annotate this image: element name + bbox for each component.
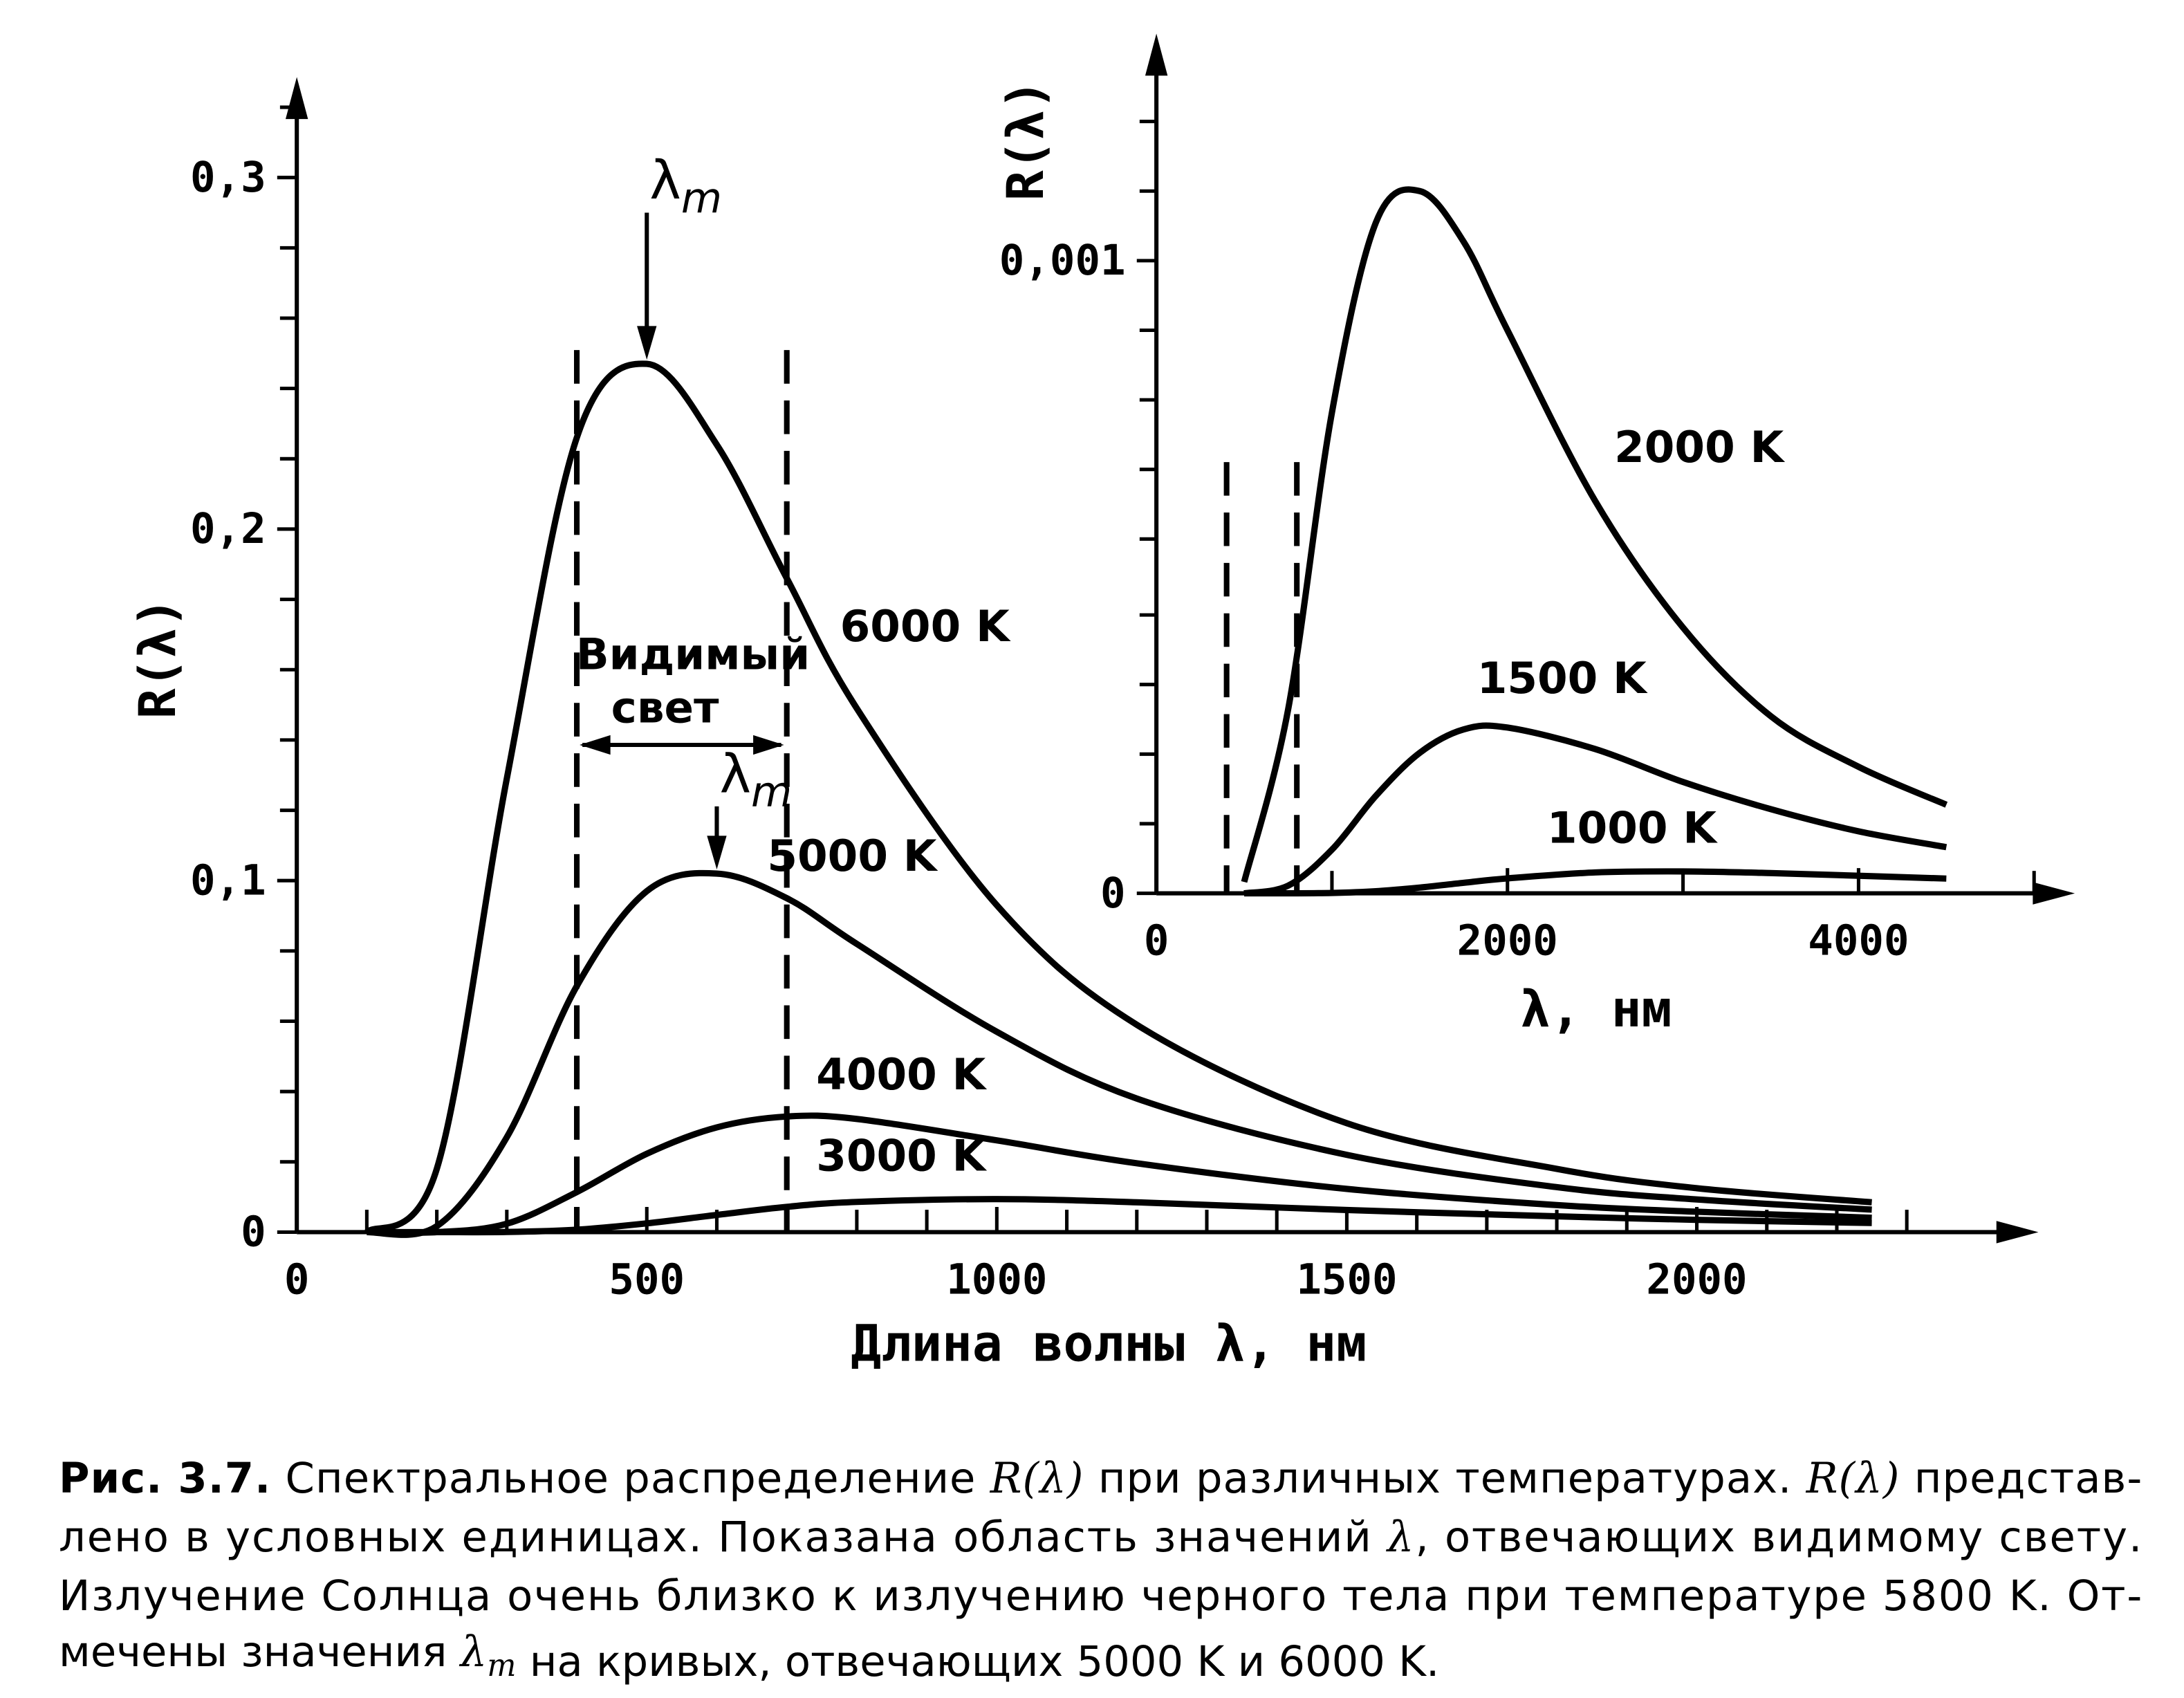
- caption-line: лено в условных единицах. Показана облас…: [59, 1513, 2142, 1562]
- x-axis-arrow: [2033, 882, 2075, 905]
- x-tick-label: 4000: [1808, 917, 1909, 966]
- y-tick-label: 0,1: [190, 856, 266, 905]
- caption-text: мечены значения: [59, 1628, 461, 1677]
- caption-line: мечены значения λm на кривых, отвечающих…: [59, 1628, 1439, 1686]
- caption-text: представ-: [1900, 1455, 2142, 1503]
- series-line: [364, 360, 1872, 1235]
- x-tick-label: 500: [609, 1256, 685, 1304]
- series-label: 4000 K: [816, 1049, 987, 1100]
- peak-label-sub: m: [751, 768, 792, 817]
- y-tick-label: 0: [1100, 869, 1126, 918]
- caption-line: Излучение Солнца очень близко к излучени…: [59, 1572, 2142, 1621]
- series-line: [367, 1112, 1872, 1236]
- y-axis-label: R(λ): [997, 80, 1055, 201]
- caption-line: Рис. 3.7. Спектральное распределение R(λ…: [59, 1455, 2142, 1503]
- series-line: [1243, 722, 1947, 897]
- series-label: 1500 K: [1477, 653, 1648, 703]
- peak-label: λm: [649, 150, 722, 223]
- y-axis-arrow: [1145, 33, 1168, 76]
- x-tick-label: 1000: [946, 1256, 1047, 1304]
- series-label: 3000 K: [816, 1130, 987, 1181]
- y-tick-label: 0,2: [190, 505, 266, 553]
- x-axis-arrow: [1996, 1221, 2039, 1244]
- series-line: [1241, 186, 1948, 883]
- x-axis-label: λ, нм: [1520, 980, 1672, 1039]
- y-axis-label: R(λ): [129, 598, 187, 719]
- x-tick-label: 2000: [1646, 1256, 1747, 1304]
- y-tick-label: 0,001: [999, 237, 1126, 285]
- series-label: 5000 K: [767, 831, 938, 881]
- x-tick-label: 2000: [1457, 917, 1558, 966]
- x-axis-label: Длина волны λ, нм: [851, 1315, 1367, 1374]
- caption-text: λ: [1386, 1513, 1414, 1562]
- series-label: 1000 K: [1547, 803, 1718, 853]
- series-line: [367, 869, 1872, 1238]
- y-tick-label: 0,3: [190, 154, 266, 202]
- peak-label-symbol: λ: [720, 744, 752, 806]
- caption-text: на кривых, отвечающих 5000 K и 6000 K.: [516, 1638, 1439, 1686]
- peak-label-symbol: λ: [649, 150, 681, 212]
- peak-label-sub: m: [681, 174, 722, 223]
- peak-arrow-head: [707, 836, 727, 869]
- x-tick-label: 1500: [1296, 1256, 1397, 1304]
- caption-text: R(λ): [1806, 1455, 1900, 1503]
- caption-text: Спектральное распределение: [271, 1455, 990, 1503]
- series-label: 6000 K: [840, 601, 1011, 652]
- peak-label: λm: [720, 744, 793, 817]
- caption-text: Излучение Солнца очень близко к излучени…: [59, 1572, 2142, 1621]
- visible-label: свет: [611, 683, 719, 733]
- caption-text: Рис. 3.7.: [59, 1455, 270, 1503]
- peak-arrow-head: [637, 326, 657, 360]
- caption-text: R(λ): [990, 1455, 1084, 1503]
- series-label: 2000 K: [1614, 422, 1785, 472]
- series-line: [1244, 868, 1947, 897]
- visible-label: Видимый: [576, 629, 810, 680]
- caption-text: лено в условных единицах. Показана облас…: [59, 1513, 1386, 1562]
- caption-text: , отвечающих видимому свету.: [1415, 1513, 2142, 1562]
- y-tick-label: 0: [241, 1208, 266, 1257]
- caption-text: при различных температурах.: [1084, 1455, 1805, 1503]
- x-tick-label: 0: [284, 1256, 310, 1304]
- y-axis-arrow: [285, 77, 308, 120]
- caption-sub: m: [487, 1648, 516, 1683]
- caption-text: λ: [459, 1628, 487, 1677]
- series-line: [367, 1196, 1872, 1236]
- x-tick-label: 0: [1144, 917, 1169, 966]
